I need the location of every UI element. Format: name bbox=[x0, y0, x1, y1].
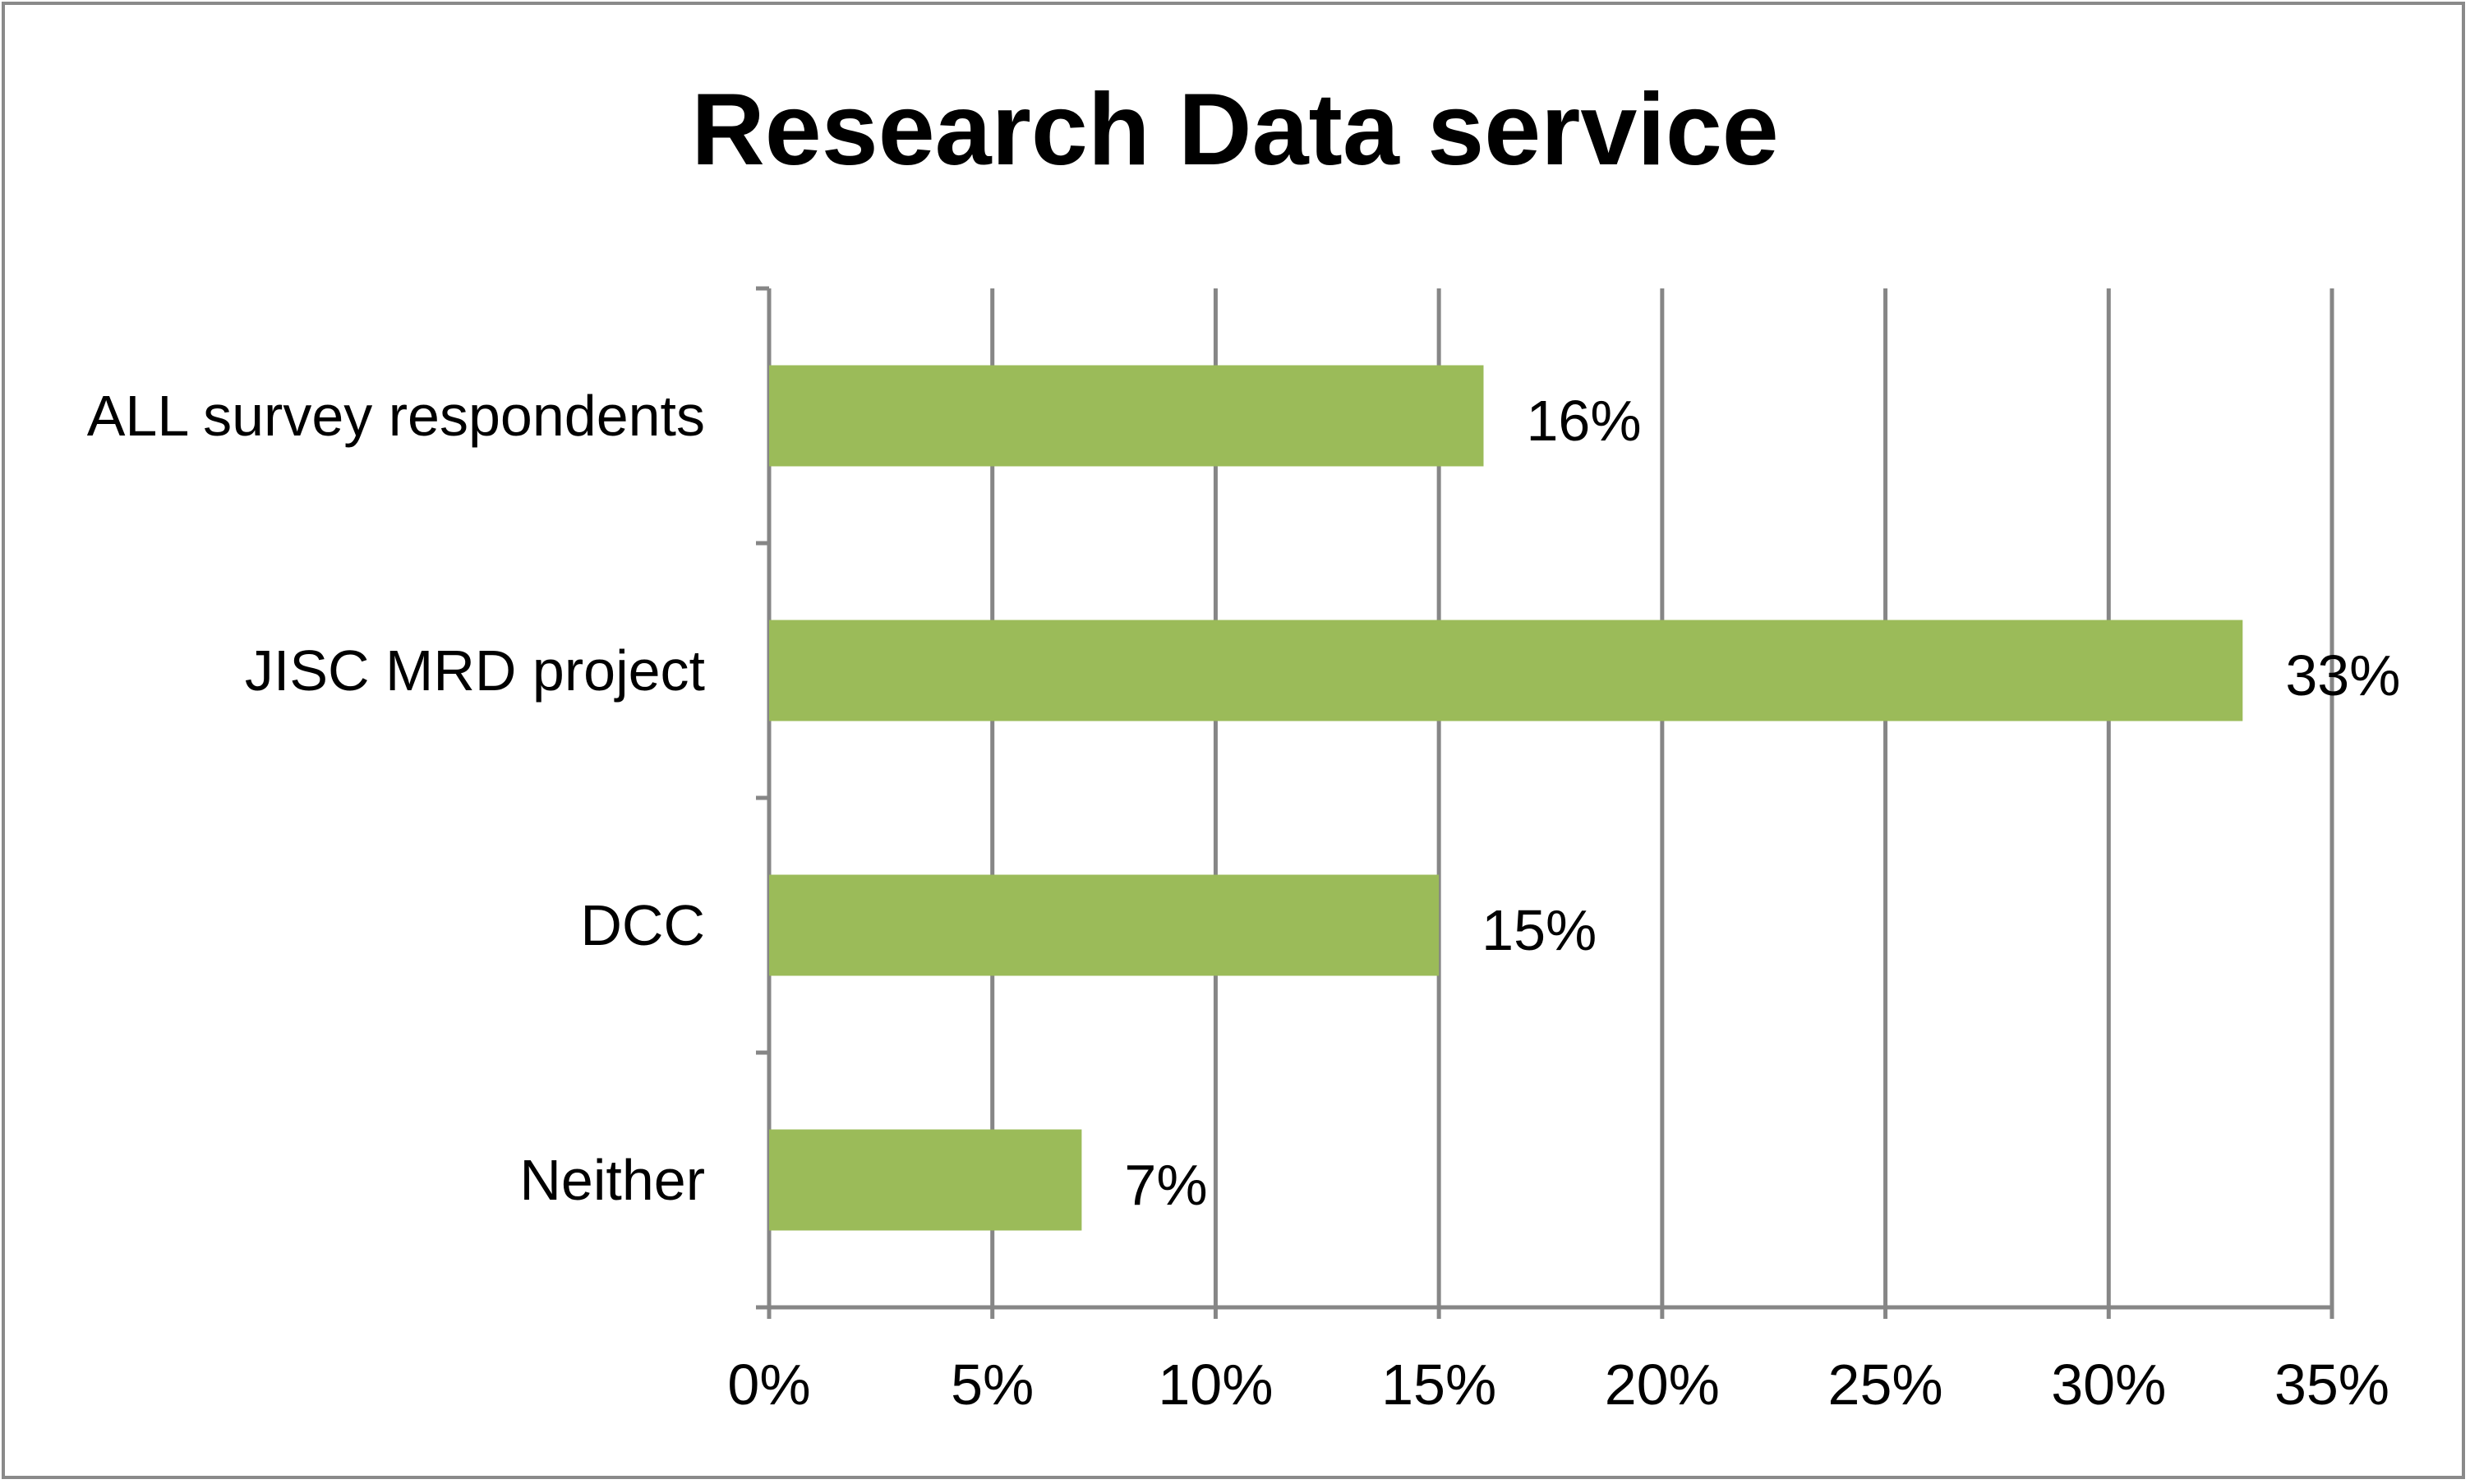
data-label: 33% bbox=[2285, 643, 2400, 707]
x-tick-label: 0% bbox=[727, 1353, 810, 1417]
data-label: 15% bbox=[1482, 898, 1597, 962]
data-label: 7% bbox=[1124, 1153, 1207, 1217]
x-tick-label: 20% bbox=[1605, 1353, 1720, 1417]
category-label: Neither bbox=[519, 1148, 705, 1212]
data-label: 16% bbox=[1526, 389, 1641, 453]
labels: 0% 5% 10% 15% 20% 25% 30% 35% ALL survey respond… bbox=[87, 384, 2401, 1417]
x-tick-label: 25% bbox=[1828, 1353, 1943, 1417]
x-tick-label: 35% bbox=[2274, 1353, 2389, 1417]
category-label: JISC MRD project bbox=[245, 638, 705, 703]
x-tick-label: 5% bbox=[951, 1353, 1034, 1417]
x-tick-label: 10% bbox=[1158, 1353, 1273, 1417]
x-tick-label: 30% bbox=[2051, 1353, 2166, 1417]
bar bbox=[769, 874, 1440, 976]
chart-title: Research Data service bbox=[691, 73, 1779, 187]
bars bbox=[769, 365, 2243, 1231]
x-tick-label: 15% bbox=[1381, 1353, 1496, 1417]
bar bbox=[769, 1129, 1082, 1231]
bar bbox=[769, 365, 1484, 467]
category-label: DCC bbox=[580, 893, 705, 957]
bar bbox=[769, 620, 2243, 721]
category-label: ALL survey respondents bbox=[87, 384, 705, 448]
